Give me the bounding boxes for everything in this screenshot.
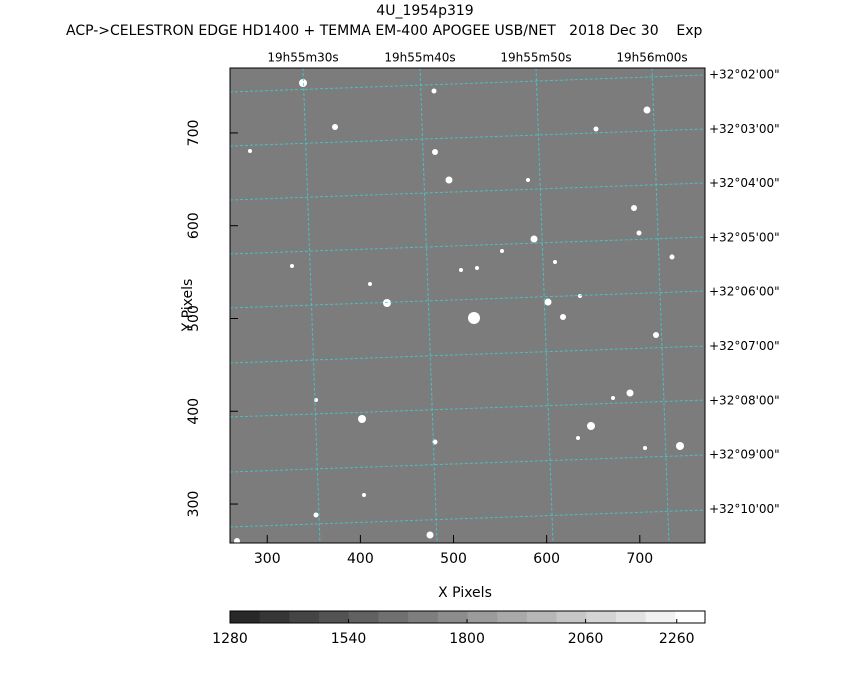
- colorbar-step: [230, 611, 261, 623]
- ra-label: 19h55m30s: [267, 51, 338, 65]
- ra-label: 19h55m50s: [500, 51, 571, 65]
- y-tick-label: 700: [186, 120, 202, 147]
- colorbar-step: [348, 611, 379, 623]
- ra-label: 19h56m00s: [616, 51, 687, 65]
- colorbar-step: [467, 611, 498, 623]
- plot-frame: [229, 67, 706, 544]
- y-tick-label: 500: [186, 305, 202, 332]
- stars: [234, 79, 684, 544]
- colorbar-step: [378, 611, 409, 623]
- colorbar-step: [556, 611, 587, 623]
- dec-label: +32°07'00": [709, 339, 780, 353]
- x-tick-label: 500: [440, 551, 467, 567]
- colorbar-step: [437, 611, 468, 623]
- dec-label: +32°10'00": [709, 502, 780, 516]
- colorbar-step: [526, 611, 558, 623]
- chart-subtitle: ACP->CELESTRON EDGE HD1400 + TEMMA EM-40…: [66, 23, 703, 39]
- colorbar-tick-label: 1280: [212, 631, 248, 647]
- colorbar-step: [615, 611, 647, 623]
- colorbar-tick-label: 2260: [659, 631, 695, 647]
- colorbar-step: [259, 611, 290, 623]
- x-axis-label: X Pixels: [438, 585, 492, 601]
- y-tick-label: 400: [186, 398, 202, 425]
- x-tick-label: 400: [347, 551, 374, 567]
- colorbar-step: [289, 611, 320, 623]
- x-tick-label: 600: [533, 551, 560, 567]
- y-tick-label: 300: [186, 491, 202, 518]
- dec-label: +32°02'00": [709, 68, 780, 82]
- dec-label: +32°03'00": [709, 122, 780, 136]
- y-axis-label: Y Pixels: [180, 279, 196, 333]
- colorbar-step: [675, 611, 706, 623]
- chart-title: 4U_1954p319: [376, 3, 473, 19]
- colorbar-tick-label: 1540: [331, 631, 367, 647]
- colorbar-step: [586, 611, 617, 623]
- colorbar-step: [408, 611, 439, 623]
- dec-label: +32°05'00": [709, 230, 780, 244]
- colorbar-step: [319, 611, 350, 623]
- dec-label: +32°04'00": [709, 176, 780, 190]
- dec-label: +32°08'00": [709, 393, 780, 407]
- colorbar-step: [497, 611, 528, 623]
- colorbar-step: [645, 611, 676, 623]
- wcs-grid: [230, 68, 705, 543]
- x-tick-label: 300: [254, 551, 281, 567]
- colorbar-tick-label: 2060: [568, 631, 604, 647]
- colorbar-tick-label: 1800: [449, 631, 485, 647]
- dec-label: +32°09'00": [709, 448, 780, 462]
- y-tick-label: 600: [186, 212, 202, 239]
- ra-label: 19h55m40s: [384, 51, 455, 65]
- x-tick-label: 700: [626, 551, 653, 567]
- dec-label: +32°06'00": [709, 285, 780, 299]
